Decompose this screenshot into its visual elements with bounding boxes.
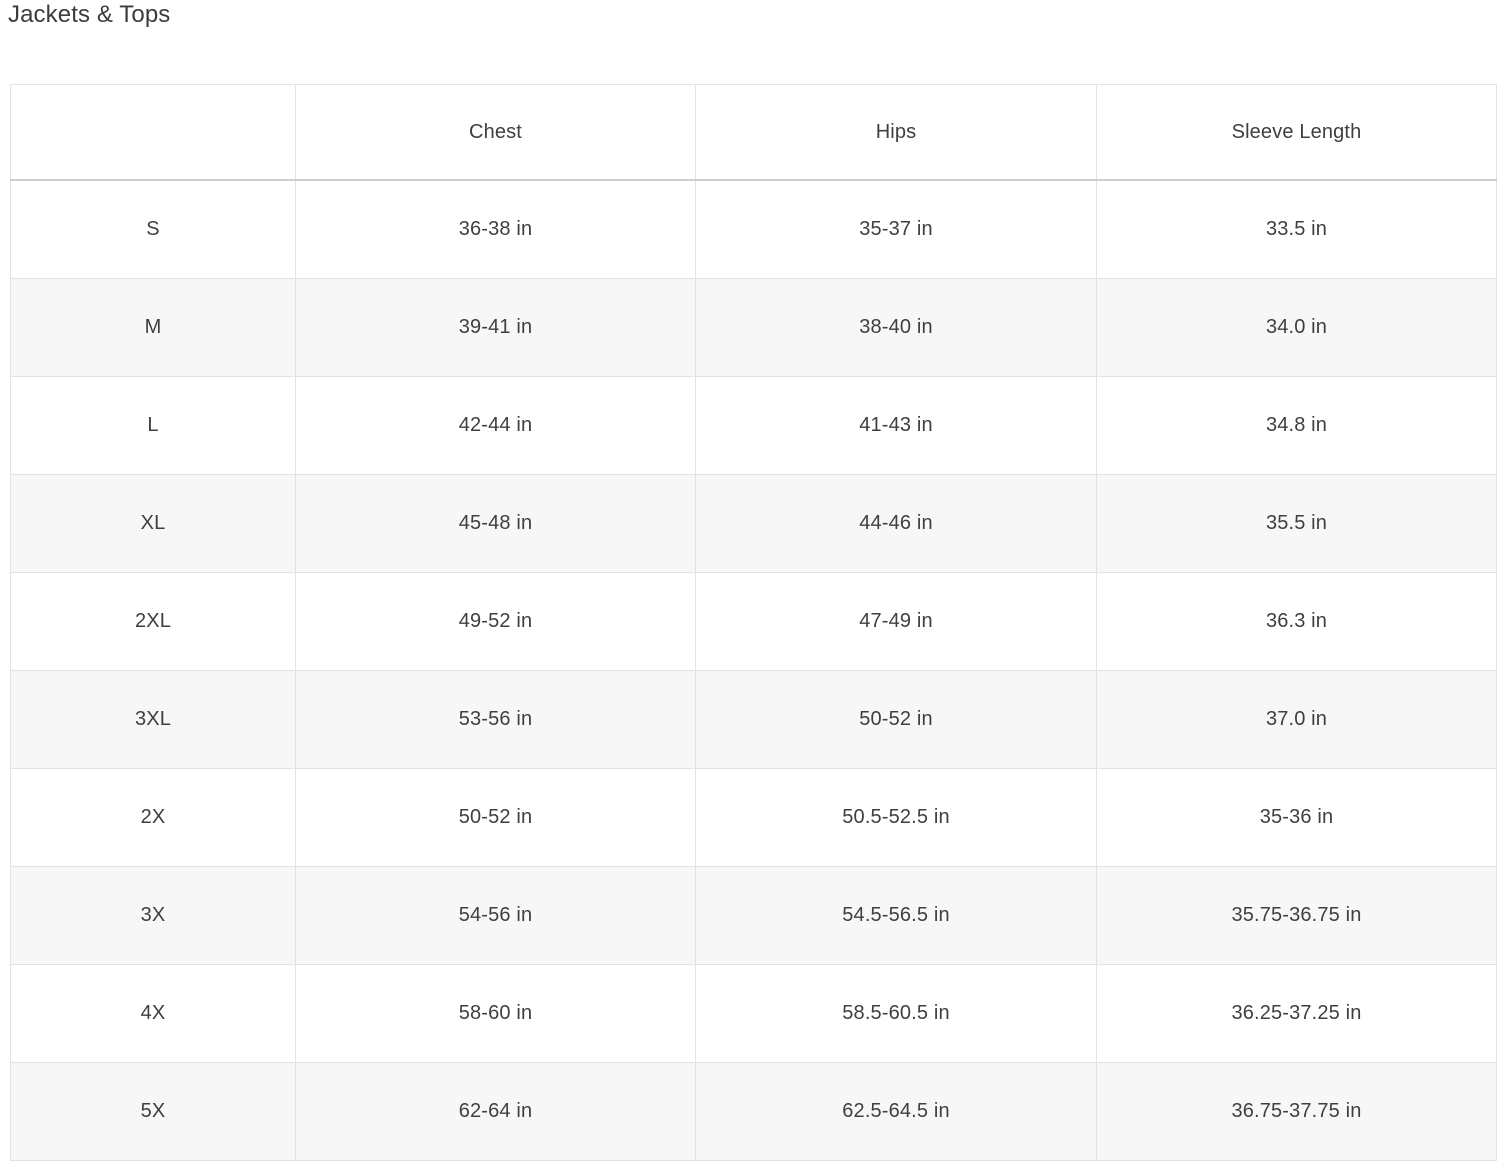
size-cell: 3XL	[10, 670, 296, 769]
column-header-size	[10, 84, 296, 181]
size-chart-container: Chest Hips Sleeve Length S 36-38 in 35-37 …	[10, 84, 1497, 1161]
sleeve-cell: 36.75-37.75 in	[1096, 1062, 1497, 1161]
chest-cell: 42-44 in	[295, 376, 696, 475]
chest-cell: 62-64 in	[295, 1062, 696, 1161]
hips-cell: 41-43 in	[695, 376, 1097, 475]
hips-cell: 47-49 in	[695, 572, 1097, 671]
table-row: 2X 50-52 in 50.5-52.5 in 35-36 in	[10, 768, 1497, 867]
table-row: 5X 62-64 in 62.5-64.5 in 36.75-37.75 in	[10, 1062, 1497, 1161]
sleeve-cell: 33.5 in	[1096, 179, 1497, 279]
sleeve-cell: 34.8 in	[1096, 376, 1497, 475]
table-row: 4X 58-60 in 58.5-60.5 in 36.25-37.25 in	[10, 964, 1497, 1063]
chest-cell: 36-38 in	[295, 179, 696, 279]
sleeve-cell: 35-36 in	[1096, 768, 1497, 867]
hips-cell: 35-37 in	[695, 179, 1097, 279]
hips-cell: 50-52 in	[695, 670, 1097, 769]
table-body: S 36-38 in 35-37 in 33.5 in M 39-41 in 38-40 i…	[10, 179, 1497, 1161]
table-row: L 42-44 in 41-43 in 34.8 in	[10, 376, 1497, 475]
column-header-sleeve: Sleeve Length	[1096, 84, 1497, 181]
size-chart-table: Chest Hips Sleeve Length S 36-38 in 35-37 …	[10, 84, 1497, 1161]
sleeve-cell: 37.0 in	[1096, 670, 1497, 769]
column-header-chest: Chest	[295, 84, 696, 181]
hips-cell: 38-40 in	[695, 278, 1097, 377]
hips-cell: 58.5-60.5 in	[695, 964, 1097, 1063]
hips-cell: 50.5-52.5 in	[695, 768, 1097, 867]
size-cell: 4X	[10, 964, 296, 1063]
chest-cell: 53-56 in	[295, 670, 696, 769]
table-row: 2XL 49-52 in 47-49 in 36.3 in	[10, 572, 1497, 671]
table-row: M 39-41 in 38-40 in 34.0 in	[10, 278, 1497, 377]
table-row: XL 45-48 in 44-46 in 35.5 in	[10, 474, 1497, 573]
size-cell: 5X	[10, 1062, 296, 1161]
size-cell: M	[10, 278, 296, 377]
chest-cell: 58-60 in	[295, 964, 696, 1063]
sleeve-cell: 35.75-36.75 in	[1096, 866, 1497, 965]
table-header: Chest Hips Sleeve Length	[10, 84, 1497, 181]
column-header-hips: Hips	[695, 84, 1097, 181]
sleeve-cell: 36.25-37.25 in	[1096, 964, 1497, 1063]
table-header-row: Chest Hips Sleeve Length	[10, 84, 1497, 181]
chest-cell: 54-56 in	[295, 866, 696, 965]
size-cell: S	[10, 179, 296, 279]
table-row: 3X 54-56 in 54.5-56.5 in 35.75-36.75 in	[10, 866, 1497, 965]
size-cell: L	[10, 376, 296, 475]
page-title: Jackets & Tops	[8, 1, 171, 28]
chest-cell: 45-48 in	[295, 474, 696, 573]
size-cell: 3X	[10, 866, 296, 965]
chest-cell: 50-52 in	[295, 768, 696, 867]
sleeve-cell: 35.5 in	[1096, 474, 1497, 573]
size-cell: 2X	[10, 768, 296, 867]
hips-cell: 62.5-64.5 in	[695, 1062, 1097, 1161]
hips-cell: 44-46 in	[695, 474, 1097, 573]
chest-cell: 49-52 in	[295, 572, 696, 671]
hips-cell: 54.5-56.5 in	[695, 866, 1097, 965]
chest-cell: 39-41 in	[295, 278, 696, 377]
table-row: 3XL 53-56 in 50-52 in 37.0 in	[10, 670, 1497, 769]
size-cell: XL	[10, 474, 296, 573]
size-cell: 2XL	[10, 572, 296, 671]
sleeve-cell: 36.3 in	[1096, 572, 1497, 671]
sleeve-cell: 34.0 in	[1096, 278, 1497, 377]
table-row: S 36-38 in 35-37 in 33.5 in	[10, 179, 1497, 279]
